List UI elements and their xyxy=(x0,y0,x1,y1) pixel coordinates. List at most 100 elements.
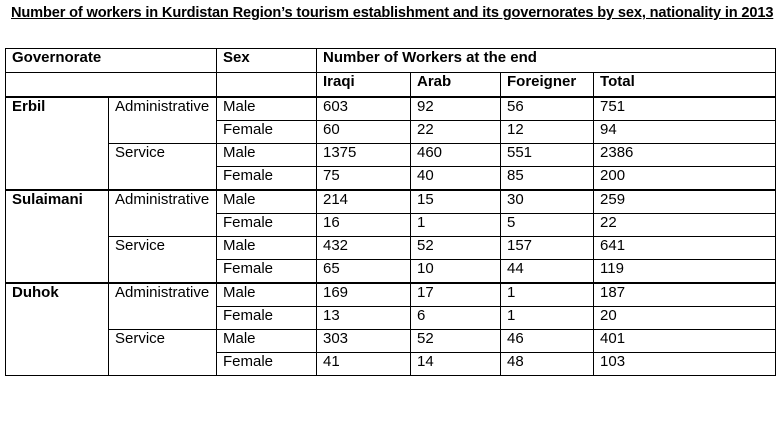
total-cell: 103 xyxy=(593,352,777,376)
table-row: Female 16 1 5 22 xyxy=(5,213,777,237)
sex-cell: Male xyxy=(216,96,317,121)
arab-cell: 6 xyxy=(410,306,501,330)
arab-cell: 40 xyxy=(410,166,501,191)
sex-cell: Male xyxy=(216,282,317,307)
governorate-cell xyxy=(5,259,109,284)
header-blank xyxy=(108,48,217,73)
iraqi-cell: 75 xyxy=(316,166,411,191)
table-row: Female 60 22 12 94 xyxy=(5,120,777,144)
total-cell: 20 xyxy=(593,306,777,330)
header-blank xyxy=(108,72,217,98)
establishment-type-cell: Service xyxy=(108,329,217,353)
foreigner-cell: 56 xyxy=(499,96,595,121)
iraqi-cell: 603 xyxy=(316,96,411,121)
table-row: Erbil Administrative Male 603 92 56 751 xyxy=(5,96,777,121)
governorate-cell: Sulaimani xyxy=(5,189,109,214)
governorate-cell xyxy=(5,213,109,237)
foreigner-cell: 44 xyxy=(499,259,595,284)
arab-cell: 1 xyxy=(410,213,501,237)
iraqi-cell: 214 xyxy=(316,189,411,214)
total-cell: 22 xyxy=(593,213,777,237)
foreigner-cell: 1 xyxy=(499,282,595,307)
establishment-type-cell xyxy=(108,352,217,376)
governorate-cell xyxy=(5,306,109,330)
total-cell: 751 xyxy=(593,96,777,121)
foreigner-cell: 48 xyxy=(499,352,595,376)
header-blank xyxy=(216,72,317,98)
table-row: Service Male 1375 460 551 2386 xyxy=(5,143,777,167)
iraqi-cell: 41 xyxy=(316,352,411,376)
governorate-cell xyxy=(5,329,109,353)
header-foreigner: Foreigner xyxy=(499,72,595,98)
arab-cell: 14 xyxy=(410,352,501,376)
foreigner-cell: 5 xyxy=(499,213,595,237)
arab-cell: 460 xyxy=(410,143,501,167)
establishment-type-cell: Administrative xyxy=(108,189,217,214)
iraqi-cell: 432 xyxy=(316,236,411,260)
governorate-cell: Duhok xyxy=(5,282,109,307)
establishment-type-cell: Service xyxy=(108,236,217,260)
sex-cell: Male xyxy=(216,329,317,353)
sex-cell: Female xyxy=(216,259,317,284)
arab-cell: 92 xyxy=(410,96,501,121)
table-row: Sulaimani Administrative Male 214 15 30 259 xyxy=(5,189,777,214)
header-row-1: Governorate Sex Number of Workers at the… xyxy=(5,48,777,73)
table-row: Female 65 10 44 119 xyxy=(5,259,777,284)
governorate-cell xyxy=(5,352,109,376)
total-cell: 200 xyxy=(593,166,777,191)
arab-cell: 15 xyxy=(410,189,501,214)
foreigner-cell: 1 xyxy=(499,306,595,330)
total-cell: 401 xyxy=(593,329,777,353)
table-row: Female 41 14 48 103 xyxy=(5,352,777,376)
governorate-cell xyxy=(5,120,109,144)
iraqi-cell: 65 xyxy=(316,259,411,284)
governorate-cell: Erbil xyxy=(5,96,109,121)
table-body: Erbil Administrative Male 603 92 56 751 Female 6… xyxy=(5,96,777,376)
total-cell: 187 xyxy=(593,282,777,307)
header-blank xyxy=(5,72,109,98)
arab-cell: 52 xyxy=(410,329,501,353)
arab-cell: 17 xyxy=(410,282,501,307)
establishment-type-cell xyxy=(108,213,217,237)
header-total: Total xyxy=(593,72,777,98)
header-iraqi: Iraqi xyxy=(316,72,411,98)
total-cell: 119 xyxy=(593,259,777,284)
sex-cell: Female xyxy=(216,306,317,330)
iraqi-cell: 13 xyxy=(316,306,411,330)
arab-cell: 22 xyxy=(410,120,501,144)
sex-cell: Female xyxy=(216,166,317,191)
header-governorate: Governorate xyxy=(5,48,109,73)
governorate-cell xyxy=(5,236,109,260)
header-number-of-workers: Number of Workers at the end xyxy=(315,48,594,73)
table-row: Female 75 40 85 200 xyxy=(5,166,777,191)
establishment-type-cell xyxy=(108,166,217,191)
establishment-type-cell: Administrative xyxy=(108,96,217,121)
foreigner-cell: 85 xyxy=(499,166,595,191)
total-cell: 259 xyxy=(593,189,777,214)
iraqi-cell: 60 xyxy=(316,120,411,144)
total-cell: 641 xyxy=(593,236,777,260)
foreigner-cell: 551 xyxy=(499,143,595,167)
header-sex: Sex xyxy=(216,48,317,73)
foreigner-cell: 30 xyxy=(499,189,595,214)
governorate-cell xyxy=(5,166,109,191)
table-row: Duhok Administrative Male 169 17 1 187 xyxy=(5,282,777,307)
table-row: Service Male 432 52 157 641 xyxy=(5,236,777,260)
sex-cell: Female xyxy=(216,213,317,237)
header-row-2: Iraqi Arab Foreigner Total xyxy=(5,72,777,98)
sex-cell: Female xyxy=(216,352,317,376)
governorate-cell xyxy=(5,143,109,167)
sex-cell: Male xyxy=(216,236,317,260)
iraqi-cell: 16 xyxy=(316,213,411,237)
workers-table: Governorate Sex Number of Workers at the… xyxy=(5,48,777,376)
arab-cell: 10 xyxy=(410,259,501,284)
header-arab: Arab xyxy=(410,72,501,98)
establishment-type-cell: Administrative xyxy=(108,282,217,307)
sex-cell: Male xyxy=(216,189,317,214)
iraqi-cell: 303 xyxy=(316,329,411,353)
establishment-type-cell: Service xyxy=(108,143,217,167)
sex-cell: Male xyxy=(216,143,317,167)
total-cell: 94 xyxy=(593,120,777,144)
foreigner-cell: 46 xyxy=(499,329,595,353)
table-row: Service Male 303 52 46 401 xyxy=(5,329,777,353)
